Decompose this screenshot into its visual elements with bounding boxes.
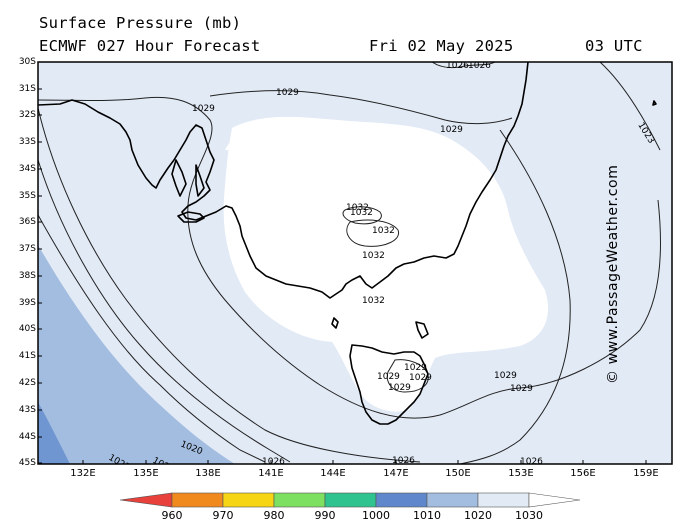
gulf-st-vincent <box>195 164 205 197</box>
lon-label: 135E <box>133 468 159 479</box>
forecast-model: ECMWF 027 Hour Forecast <box>39 37 261 55</box>
lon-label: 147E <box>383 468 409 479</box>
colorbar-cell <box>324 492 377 508</box>
pressure-band-1000-1010 <box>38 402 70 464</box>
colorbar-tick: 980 <box>263 509 285 522</box>
isobar-label: 1032 <box>372 226 395 236</box>
map-frame <box>37 61 673 465</box>
lon-label: 156E <box>570 468 596 479</box>
isobar-label: 1032 <box>362 296 385 306</box>
lat-label: 39S <box>18 298 36 308</box>
lon-label: 159E <box>633 468 659 479</box>
king-island <box>331 317 339 329</box>
isobar-1026-north <box>431 62 496 69</box>
isobar-1026 <box>38 107 421 463</box>
lat-label: 32S <box>18 110 36 120</box>
lat-label: 42S <box>18 378 36 388</box>
isobar-1029-tas <box>386 359 429 393</box>
isobar-label: 1029 <box>440 125 463 135</box>
colorbar-cell <box>171 492 224 508</box>
colorbar-cell <box>528 492 581 508</box>
lat-label: 36S <box>18 217 36 227</box>
site-credit: © www.PassageWeather.com <box>605 164 621 384</box>
isobar-label: 1029 <box>494 371 517 381</box>
lat-label: 40S <box>18 324 36 334</box>
isobar-label: 1032 <box>362 251 385 261</box>
lat-label: 31S <box>18 84 36 94</box>
isobar-label: 1026 <box>392 456 415 466</box>
pressure-band-1010-1020 <box>38 245 235 464</box>
isobar-label: 1029 <box>377 372 400 382</box>
isobar-label: 1029 <box>409 373 432 383</box>
colorbar-tick: 1020 <box>464 509 492 522</box>
isobar-1020 <box>38 214 266 463</box>
isobar-1029-north <box>209 90 513 125</box>
lat-label: 33S <box>18 137 36 147</box>
lon-label: 138E <box>195 468 221 479</box>
colorbar-tick: 1030 <box>515 509 543 522</box>
spencer-gulf <box>171 159 187 197</box>
high-pressure-area <box>223 116 549 412</box>
high-pressure-area-patch <box>225 130 244 150</box>
isobars <box>38 62 662 464</box>
colorbar-tick: 960 <box>161 509 183 522</box>
tasmania <box>349 344 429 425</box>
lat-label: 45S <box>18 458 36 468</box>
lat-label: 43S <box>18 405 36 415</box>
isobar-label: 1029 <box>510 384 533 394</box>
mainland-coast <box>38 62 529 299</box>
isobar-1029-west <box>38 96 662 419</box>
isobar-label: 1032 <box>346 203 369 213</box>
colorbar-cell <box>477 492 530 508</box>
kangaroo-island <box>177 211 205 223</box>
colorbar-tick: 1010 <box>413 509 441 522</box>
isobar-label: 1026 <box>262 457 285 467</box>
isobar-label: 1029 <box>388 383 411 393</box>
isobar-label: 1032 <box>350 208 373 218</box>
isobar-1023 <box>38 159 291 463</box>
chart-title: Surface Pressure (mb) <box>39 14 242 32</box>
lat-label: 34S <box>18 164 36 174</box>
lat-label: 44S <box>18 432 36 442</box>
flinders-island <box>415 321 429 339</box>
colorbar-cell <box>222 492 275 508</box>
lord-howe <box>652 100 657 106</box>
forecast-time: 03 UTC <box>585 37 643 55</box>
lon-label: 150E <box>445 468 471 479</box>
lat-label: 37S <box>18 244 36 254</box>
colorbar-tick: 970 <box>212 509 234 522</box>
isobar-label: 1029 <box>192 104 215 114</box>
colorbar-cell <box>273 492 326 508</box>
lon-label: 144E <box>320 468 346 479</box>
colorbar-cell <box>375 492 428 508</box>
isobar-1023-east <box>599 62 661 151</box>
colorbar-cell <box>119 492 173 508</box>
isobar-1026-east <box>459 129 571 464</box>
lat-ticks <box>38 61 42 464</box>
isobar-label: 1026 <box>520 457 543 467</box>
isobar-label: 1023 <box>151 456 176 476</box>
lon-label: 153E <box>508 468 534 479</box>
lat-label: 38S <box>18 271 36 281</box>
lat-label: 30S <box>18 57 36 67</box>
colorbar-cell <box>426 492 479 508</box>
isobar-label: 1029 <box>276 88 299 98</box>
colorbar <box>119 492 581 508</box>
isobar-1032-a <box>342 206 382 225</box>
forecast-date: Fri 02 May 2025 <box>369 37 514 55</box>
coastline <box>38 62 657 425</box>
lat-label: 41S <box>18 351 36 361</box>
colorbar-tick: 990 <box>314 509 336 522</box>
lon-label: 141E <box>258 468 284 479</box>
colorbar-tick: 1000 <box>362 509 390 522</box>
isobar-label: 1026 <box>446 61 469 71</box>
lat-label: 35S <box>18 191 36 201</box>
isobar-label: 1029 <box>404 363 427 373</box>
isobar-label: 1023 <box>107 453 132 473</box>
lon-label: 132E <box>70 468 96 479</box>
isobar-1032-b <box>346 219 400 247</box>
isobar-label: 1026 <box>468 61 491 71</box>
